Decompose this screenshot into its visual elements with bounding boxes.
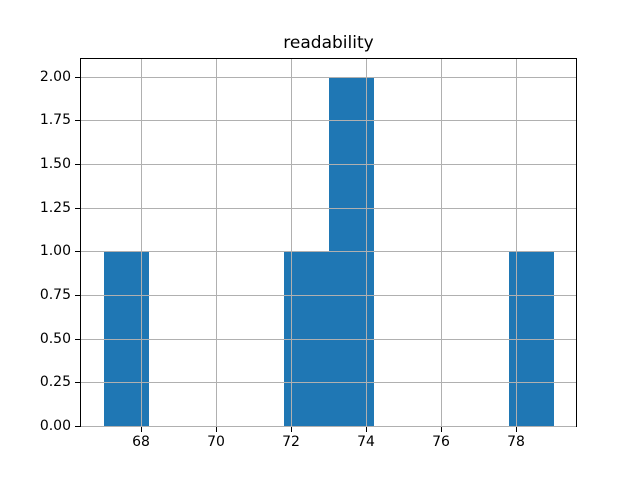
- x-tick-mark: [291, 427, 292, 432]
- grid-layer: [81, 59, 576, 427]
- y-tick-mark: [75, 338, 80, 340]
- x-tick-label: 68: [132, 434, 150, 450]
- plot-area: [80, 58, 577, 427]
- x-tick-label: 72: [282, 434, 300, 450]
- y-tick-label: 1.75: [39, 112, 71, 129]
- gridline-vertical: [216, 59, 217, 426]
- y-tick-mark: [75, 120, 80, 122]
- y-tick-label: 0.00: [39, 418, 71, 434]
- x-tick-mark: [141, 427, 142, 432]
- gridline-horizontal: [81, 382, 576, 384]
- gridline-horizontal: [81, 338, 576, 340]
- gridline-vertical: [516, 59, 517, 426]
- y-tick-label: 1.50: [39, 155, 71, 172]
- x-tick-mark: [516, 427, 517, 432]
- y-tick-mark: [75, 294, 80, 296]
- gridline-horizontal: [81, 120, 576, 122]
- x-tick-label: 70: [207, 434, 225, 450]
- gridline-vertical: [141, 59, 142, 426]
- gridline-vertical: [441, 59, 442, 426]
- y-tick-label: 1.25: [39, 199, 71, 216]
- x-tick-label: 74: [357, 434, 375, 450]
- x-tick-label: 76: [432, 434, 450, 450]
- gridline-horizontal: [81, 76, 576, 78]
- y-tick-mark: [75, 251, 80, 253]
- x-tick-label: 78: [507, 434, 525, 450]
- y-tick-mark: [75, 207, 80, 209]
- y-tick-label: 0.25: [39, 374, 71, 391]
- gridline-vertical: [291, 59, 292, 426]
- y-tick-label: 2.00: [39, 68, 71, 85]
- y-tick-mark: [75, 426, 80, 427]
- x-tick-mark: [366, 427, 367, 432]
- x-tick-mark: [216, 427, 217, 432]
- gridline-horizontal: [81, 426, 576, 427]
- y-tick-mark: [75, 76, 80, 78]
- y-tick-mark: [75, 163, 80, 165]
- gridline-horizontal: [81, 251, 576, 253]
- y-tick-mark: [75, 382, 80, 384]
- y-tick-label: 1.00: [39, 243, 71, 260]
- y-tick-label: 0.75: [39, 286, 71, 303]
- chart-title: readability: [283, 33, 374, 53]
- gridline-vertical: [366, 59, 367, 426]
- y-tick-label: 0.50: [39, 330, 71, 347]
- gridline-horizontal: [81, 294, 576, 296]
- gridline-horizontal: [81, 163, 576, 165]
- gridline-horizontal: [81, 207, 576, 209]
- x-tick-mark: [441, 427, 442, 432]
